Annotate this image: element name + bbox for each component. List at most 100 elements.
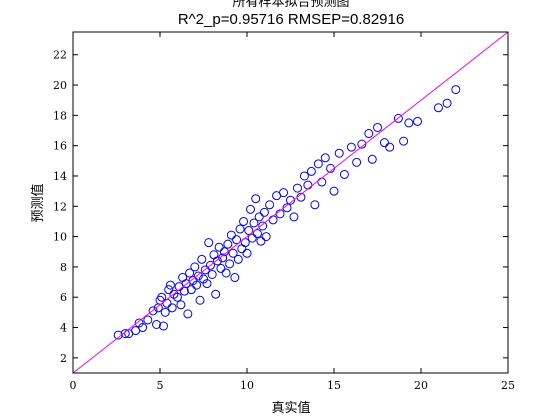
data-point <box>138 323 148 333</box>
data-point <box>313 159 323 169</box>
data-point <box>240 238 250 248</box>
data-point <box>226 230 236 240</box>
data-point <box>148 306 158 316</box>
y-tick-label: 16 <box>53 140 67 153</box>
data-point <box>235 224 245 234</box>
data-point <box>367 154 377 164</box>
data-point <box>193 271 203 281</box>
y-tick-label: 14 <box>53 170 67 183</box>
data-point <box>329 186 339 196</box>
data-point <box>265 200 275 210</box>
data-point <box>261 232 271 242</box>
data-point <box>164 285 174 295</box>
data-point <box>334 148 344 158</box>
data-point <box>252 229 262 239</box>
data-point <box>258 221 268 231</box>
chart-title: 所有样本拟合预测图 <box>232 0 349 10</box>
data-point <box>247 233 257 243</box>
y-tick-label: 10 <box>53 231 67 244</box>
data-point <box>143 315 153 325</box>
data-point <box>292 183 302 193</box>
data-point <box>120 329 130 339</box>
data-point <box>393 113 403 123</box>
data-point <box>413 116 423 126</box>
fit-line <box>72 31 509 374</box>
data-point <box>228 248 238 258</box>
data-point <box>216 263 226 273</box>
data-point <box>172 292 182 302</box>
data-point <box>385 142 395 152</box>
data-point <box>212 256 222 266</box>
data-point <box>223 239 233 249</box>
x-tick-label: 25 <box>501 379 515 392</box>
data-point <box>205 260 215 270</box>
y-tick-label: 18 <box>53 109 67 122</box>
data-point <box>152 320 162 330</box>
data-point <box>158 321 168 331</box>
x-tick-label: 20 <box>414 379 428 392</box>
data-point <box>310 200 320 210</box>
y-axis-ticks: 2 4 6 8 10 12 14 16 18 20 22 <box>53 49 508 365</box>
data-point <box>200 265 210 275</box>
x-axis-label: 真实值 <box>271 400 310 416</box>
data-point <box>192 280 202 290</box>
data-point <box>167 303 177 313</box>
data-point <box>214 242 224 252</box>
data-point <box>256 236 266 246</box>
plot-frame <box>72 31 509 374</box>
data-point <box>225 259 235 269</box>
data-point <box>230 273 240 283</box>
data-point <box>339 169 349 179</box>
data-point <box>352 157 362 167</box>
data-point <box>207 269 217 279</box>
data-point <box>221 268 231 278</box>
y-tick-label: 20 <box>53 79 67 92</box>
data-point <box>204 238 214 248</box>
data-point <box>185 268 195 278</box>
y-tick-label: 4 <box>60 322 67 335</box>
data-point <box>320 153 330 163</box>
data-point <box>245 204 255 214</box>
data-point <box>254 212 264 222</box>
data-point <box>442 98 452 108</box>
data-point <box>160 307 170 317</box>
chart-subtitle: R^2_p=0.95716 RMSEP=0.82916 <box>178 11 404 28</box>
data-point <box>346 142 356 152</box>
data-point <box>299 171 309 181</box>
data-point <box>244 226 254 236</box>
data-point <box>379 138 389 148</box>
data-point <box>202 279 212 289</box>
data-point <box>195 295 205 305</box>
data-points <box>113 85 461 340</box>
data-point <box>218 253 228 263</box>
y-tick-label: 22 <box>53 49 67 62</box>
data-point <box>279 188 289 198</box>
data-point <box>357 139 367 149</box>
data-point <box>404 118 414 128</box>
data-point <box>211 289 221 299</box>
data-point <box>190 262 200 272</box>
x-tick-label: 10 <box>240 379 254 392</box>
data-point <box>197 254 207 264</box>
data-point <box>242 248 252 258</box>
data-point <box>364 129 374 139</box>
x-tick-label: 0 <box>70 379 77 392</box>
data-point <box>399 136 409 146</box>
y-tick-label: 2 <box>60 352 67 365</box>
data-point <box>157 292 167 302</box>
data-point <box>306 166 316 176</box>
data-point <box>373 122 382 132</box>
data-point <box>249 218 259 228</box>
data-point <box>232 235 242 245</box>
x-tick-label: 15 <box>327 379 341 392</box>
data-point <box>451 85 461 95</box>
data-point <box>113 330 123 340</box>
data-point <box>176 300 186 310</box>
y-tick-label: 6 <box>60 291 67 304</box>
y-tick-label: 8 <box>60 261 67 274</box>
data-point <box>186 285 196 295</box>
data-point <box>433 103 443 113</box>
data-point <box>233 254 243 264</box>
data-point <box>183 309 193 319</box>
